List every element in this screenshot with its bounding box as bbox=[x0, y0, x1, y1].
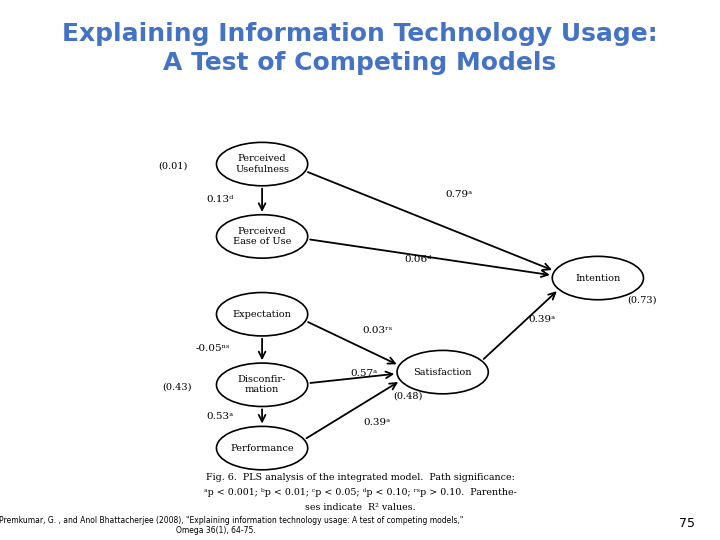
Text: Performance: Performance bbox=[230, 443, 294, 453]
Text: Perceived
Ease of Use: Perceived Ease of Use bbox=[233, 227, 292, 246]
Text: (0.48): (0.48) bbox=[393, 391, 423, 400]
Text: A Test of Competing Models: A Test of Competing Models bbox=[163, 51, 557, 75]
Text: 0.13ᵈ: 0.13ᵈ bbox=[207, 195, 234, 204]
Text: Source: Premkumar, G. , and Anol Bhattacherjee (2008), "Explaining information t: Source: Premkumar, G. , and Anol Bhattac… bbox=[0, 516, 464, 525]
Text: Omega 36(1), 64-75.: Omega 36(1), 64-75. bbox=[176, 525, 256, 535]
Text: (0.01): (0.01) bbox=[158, 161, 188, 171]
Text: ses indicate  R² values.: ses indicate R² values. bbox=[305, 503, 415, 512]
Text: 0.79ᵃ: 0.79ᵃ bbox=[446, 190, 473, 199]
Text: (0.43): (0.43) bbox=[162, 382, 192, 391]
Text: Disconfir-
mation: Disconfir- mation bbox=[238, 375, 287, 395]
Ellipse shape bbox=[217, 427, 307, 470]
Text: 0.57ᵃ: 0.57ᵃ bbox=[351, 369, 378, 379]
Ellipse shape bbox=[217, 363, 307, 407]
Text: -0.05ⁿˢ: -0.05ⁿˢ bbox=[196, 344, 230, 353]
Text: 75: 75 bbox=[679, 517, 695, 530]
Text: 0.03ʳˢ: 0.03ʳˢ bbox=[362, 326, 392, 335]
Text: 0.53ᵃ: 0.53ᵃ bbox=[207, 412, 233, 421]
Text: 0.39ᵃ: 0.39ᵃ bbox=[528, 315, 555, 324]
Text: Expectation: Expectation bbox=[233, 310, 292, 319]
Ellipse shape bbox=[217, 215, 307, 258]
Ellipse shape bbox=[552, 256, 644, 300]
Text: 0.39ᵃ: 0.39ᵃ bbox=[364, 418, 391, 427]
Ellipse shape bbox=[217, 293, 307, 336]
Text: Explaining Information Technology Usage:: Explaining Information Technology Usage: bbox=[62, 22, 658, 45]
Text: Intention: Intention bbox=[575, 274, 621, 282]
Ellipse shape bbox=[217, 143, 307, 186]
Text: Fig. 6.  PLS analysis of the integrated model.  Path significance:: Fig. 6. PLS analysis of the integrated m… bbox=[206, 472, 514, 482]
Text: Satisfaction: Satisfaction bbox=[413, 368, 472, 376]
Text: ᵃp < 0.001; ᵇp < 0.01; ᶜp < 0.05; ᵈp < 0.10; ʳˢp > 0.10.  Parenthe-: ᵃp < 0.001; ᵇp < 0.01; ᶜp < 0.05; ᵈp < 0… bbox=[204, 488, 516, 497]
Text: Perceived
Usefulness: Perceived Usefulness bbox=[235, 154, 289, 174]
Text: 0.06ᵈ: 0.06ᵈ bbox=[405, 255, 432, 265]
Text: (0.73): (0.73) bbox=[628, 295, 657, 304]
Ellipse shape bbox=[397, 350, 488, 394]
